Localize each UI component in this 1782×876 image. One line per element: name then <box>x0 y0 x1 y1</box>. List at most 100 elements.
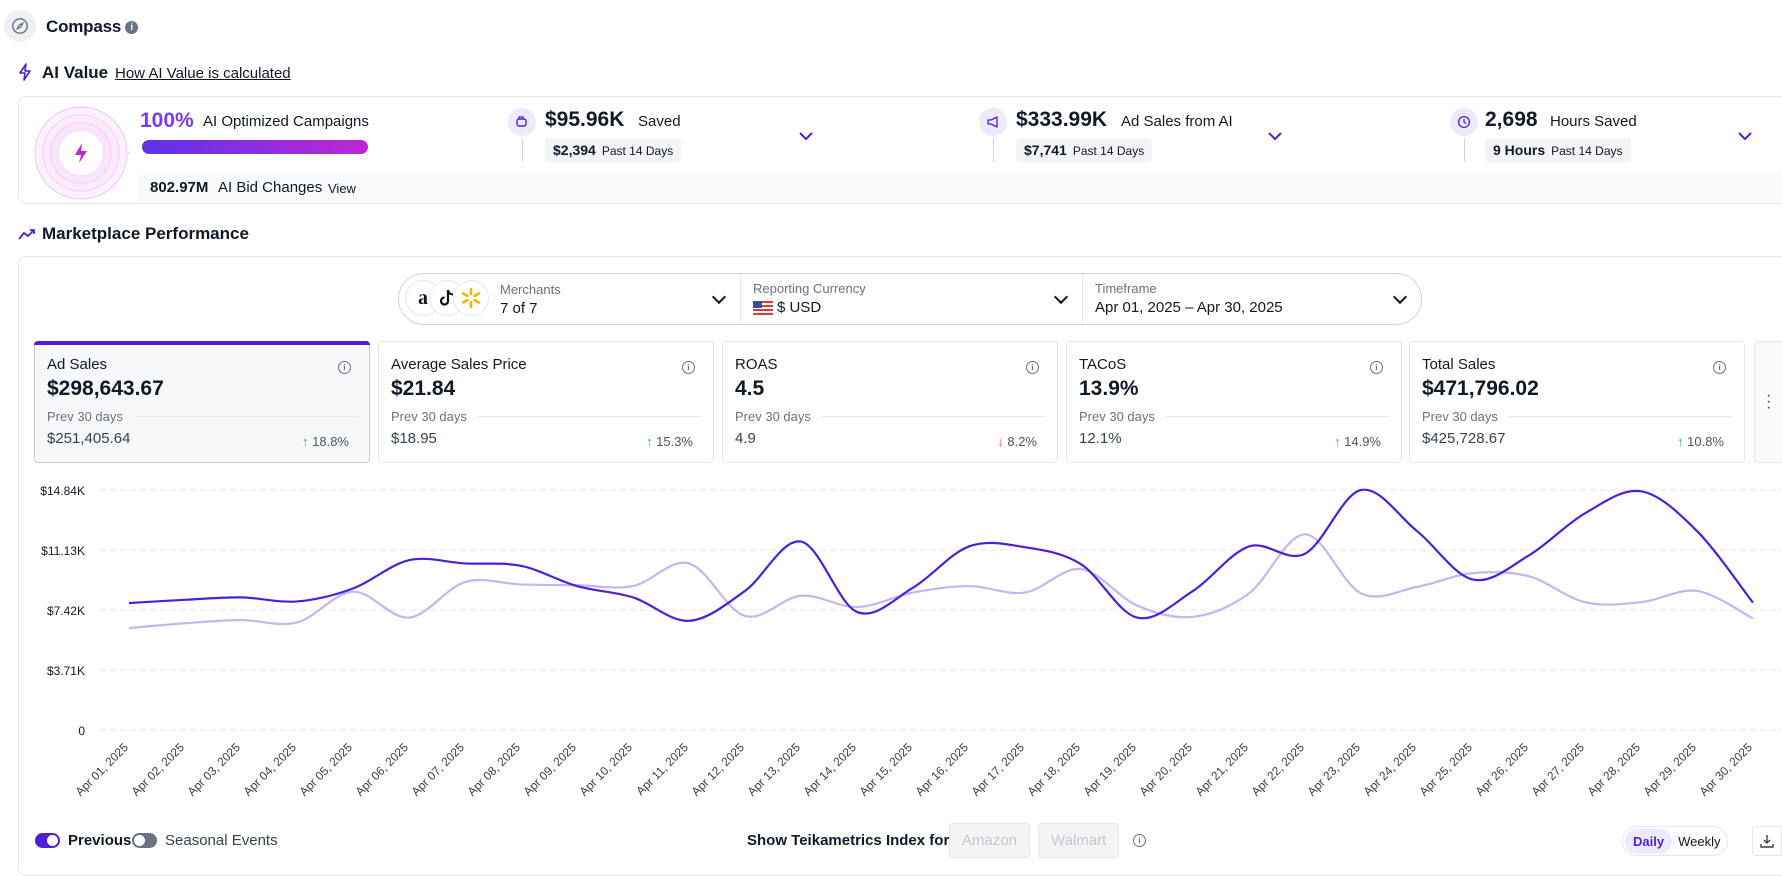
hours-saved-value: 2,698 <box>1485 108 1538 131</box>
info-icon[interactable]: i <box>125 21 139 35</box>
metric-value: $21.84 <box>391 377 456 400</box>
metric-label: ROAS <box>735 356 778 373</box>
info-icon[interactable]: i <box>1713 361 1726 374</box>
x-tick-label: Apr 28, 2025 <box>1585 740 1644 799</box>
hours-14d-label: Past 14 Days <box>1551 144 1623 158</box>
info-icon[interactable]: i <box>1370 361 1383 374</box>
arrow-up-icon: ↑ <box>1334 434 1341 449</box>
saved-expand-chevron-icon[interactable] <box>798 128 814 146</box>
currency-filter[interactable]: Reporting Currency $ USD <box>741 274 1083 324</box>
walmart-index-button[interactable]: Walmart <box>1038 823 1120 858</box>
walmart-logo-icon <box>453 280 489 316</box>
merchants-value: 7 of 7 <box>500 300 538 317</box>
optimized-progress-fill <box>142 140 368 154</box>
compass-icon <box>4 10 36 42</box>
hours-expand-chevron-icon[interactable] <box>1737 128 1753 146</box>
info-icon[interactable]: i <box>1026 361 1039 374</box>
marketplace-title: Marketplace Performance <box>42 224 249 243</box>
metric-card-roas[interactable]: ROAS i 4.5 Prev 30 days 4.9 ↓ 8.2% <box>722 341 1058 463</box>
index-info-icon[interactable]: i <box>1133 834 1146 847</box>
stat-divider <box>1464 138 1465 162</box>
page-title-text: Compass <box>46 17 122 36</box>
active-indicator <box>34 341 370 345</box>
ai-value-bolt-icon <box>18 63 32 86</box>
info-icon[interactable]: i <box>682 361 695 374</box>
metric-label: TACoS <box>1079 356 1127 373</box>
y-tick-label: $14.84K <box>40 484 85 498</box>
filter-bar: a Merchants 7 of 7 Reporting Currency $ … <box>398 273 1422 325</box>
x-tick-label: Apr 01, 2025 <box>73 740 132 799</box>
seasonal-events-toggle[interactable] <box>132 833 157 848</box>
x-tick-label: Apr 21, 2025 <box>1193 740 1252 799</box>
x-tick-label: Apr 06, 2025 <box>353 740 412 799</box>
previous-toggle[interactable] <box>35 833 60 848</box>
granularity-toggle: Daily Weekly <box>1622 826 1728 856</box>
bid-changes-view-link[interactable]: View <box>328 181 356 196</box>
y-tick-label: $11.13K <box>41 544 85 558</box>
x-tick-label: Apr 04, 2025 <box>241 740 300 799</box>
x-tick-label: Apr 24, 2025 <box>1361 740 1420 799</box>
x-tick-label: Apr 17, 2025 <box>969 740 1028 799</box>
bid-changes-value: 802.97M <box>150 179 209 196</box>
download-icon[interactable] <box>1752 826 1782 856</box>
series-line-previous <box>128 533 1754 630</box>
timeframe-filter[interactable]: Timeframe Apr 01, 2025 – Apr 30, 2025 <box>1083 274 1421 324</box>
x-tick-label: Apr 15, 2025 <box>857 740 916 799</box>
hours-saved-label: Hours Saved <box>1550 113 1637 130</box>
metric-prev-value: $425,728.67 <box>1422 430 1506 447</box>
metric-change: ↓ 8.2% <box>997 434 1037 449</box>
metric-value: 4.5 <box>735 377 765 400</box>
series-line-current <box>128 488 1754 622</box>
page-title: Compass i <box>46 17 139 37</box>
x-tick-label: Apr 13, 2025 <box>745 740 804 799</box>
metric-card-tacos[interactable]: TACoS i 13.9% Prev 30 days 12.1% ↑ 14.9% <box>1066 341 1402 463</box>
saved-14d-label: Past 14 Days <box>601 144 674 158</box>
saved-14d-value: $2,394 <box>553 142 596 158</box>
timeframe-value: Apr 01, 2025 – Apr 30, 2025 <box>1095 299 1283 316</box>
metric-change: ↑ 10.8% <box>1677 434 1724 449</box>
previous-toggle-group: Previous <box>35 832 131 849</box>
ad-sales-ai-14d-chip: $7,741 Past 14 Days <box>1016 138 1153 162</box>
y-tick-label: 0 <box>78 724 85 738</box>
x-tick-label: Apr 14, 2025 <box>801 740 860 799</box>
x-tick-label: Apr 10, 2025 <box>577 740 636 799</box>
stat-divider <box>522 138 523 162</box>
x-tick-label: Apr 22, 2025 <box>1249 740 1308 799</box>
metric-card-total-sales[interactable]: Total Sales i $471,796.02 Prev 30 days $… <box>1409 341 1745 463</box>
metric-prev-value: 12.1% <box>1079 430 1122 447</box>
piggy-bank-icon <box>508 108 536 136</box>
amazon-index-button[interactable]: Amazon <box>949 823 1031 858</box>
more-options-icon[interactable]: · · · <box>1766 387 1772 416</box>
metric-prev-label: Prev 30 days <box>1422 409 1498 424</box>
x-tick-label: Apr 03, 2025 <box>185 740 244 799</box>
arrow-up-icon: ↑ <box>1677 434 1684 449</box>
metric-prev-label: Prev 30 days <box>47 409 123 424</box>
merchants-filter[interactable]: a Merchants 7 of 7 <box>399 274 741 324</box>
metric-card-overflow <box>1754 341 1782 463</box>
saved-label: Saved <box>638 113 681 130</box>
currency-label: Reporting Currency <box>753 281 866 296</box>
metric-value: $471,796.02 <box>1422 377 1539 400</box>
x-tick-label: Apr 09, 2025 <box>521 740 580 799</box>
metric-value: $298,643.67 <box>47 377 164 400</box>
metric-card-avg-sales-price[interactable]: Average Sales Price i $21.84 Prev 30 day… <box>378 341 714 463</box>
y-tick-label: $3.71K <box>47 664 85 678</box>
ad-sales-expand-chevron-icon[interactable] <box>1267 128 1283 146</box>
ai-value-calc-link[interactable]: How AI Value is calculated <box>115 65 291 82</box>
ad-sales-ai-14d-label: Past 14 Days <box>1072 144 1145 158</box>
optimized-pct: 100% <box>140 109 194 132</box>
weekly-option[interactable]: Weekly <box>1678 833 1721 849</box>
x-tick-label: Apr 30, 2025 <box>1697 740 1756 799</box>
info-icon[interactable]: i <box>338 361 351 374</box>
metric-card-ad-sales[interactable]: Ad Sales i $298,643.67 Prev 30 days $251… <box>34 341 370 463</box>
megaphone-icon <box>979 108 1007 136</box>
hours-14d-chip: 9 Hours Past 14 Days <box>1485 138 1631 162</box>
daily-option[interactable]: Daily <box>1625 828 1673 854</box>
arrow-up-icon: ↑ <box>646 434 653 449</box>
timeframe-label: Timeframe <box>1095 281 1157 296</box>
saved-14d-chip: $2,394 Past 14 Days <box>545 138 682 162</box>
metric-prev-value: $18.95 <box>391 430 437 447</box>
us-flag-icon <box>753 300 773 315</box>
metric-prev-value: $251,405.64 <box>47 430 131 447</box>
x-tick-label: Apr 29, 2025 <box>1641 740 1700 799</box>
